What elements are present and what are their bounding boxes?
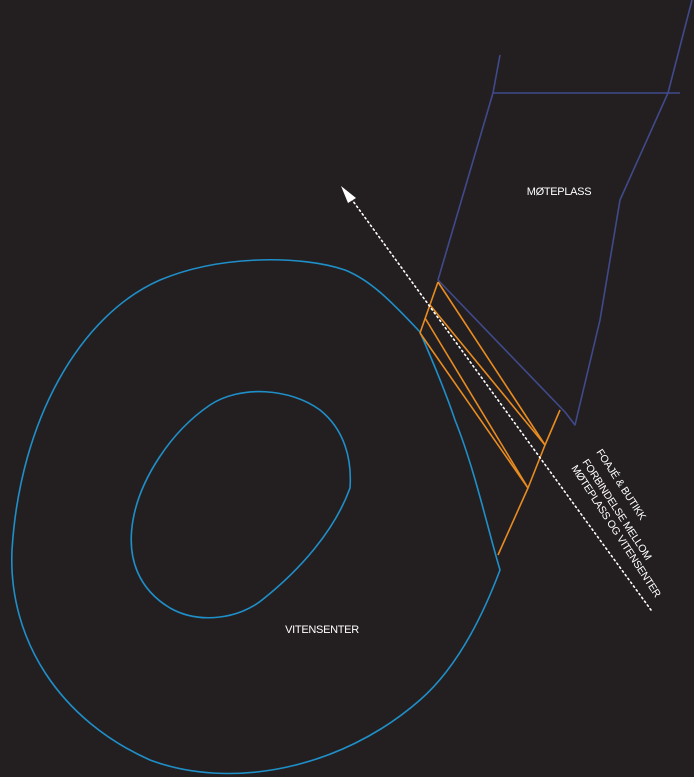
vitensenter-label: VITENSENTER: [285, 624, 359, 636]
connector-dotted-line: [349, 196, 652, 611]
moteplass-label: MØTEPLASS: [527, 186, 592, 198]
vitensenter-inner-outline: [130, 390, 352, 619]
moteplass-outline: [437, 0, 693, 426]
vitensenter-outer-outline: [11, 258, 501, 775]
direction-arrow-icon: [341, 186, 356, 203]
foaje-outline: [419, 281, 561, 556]
